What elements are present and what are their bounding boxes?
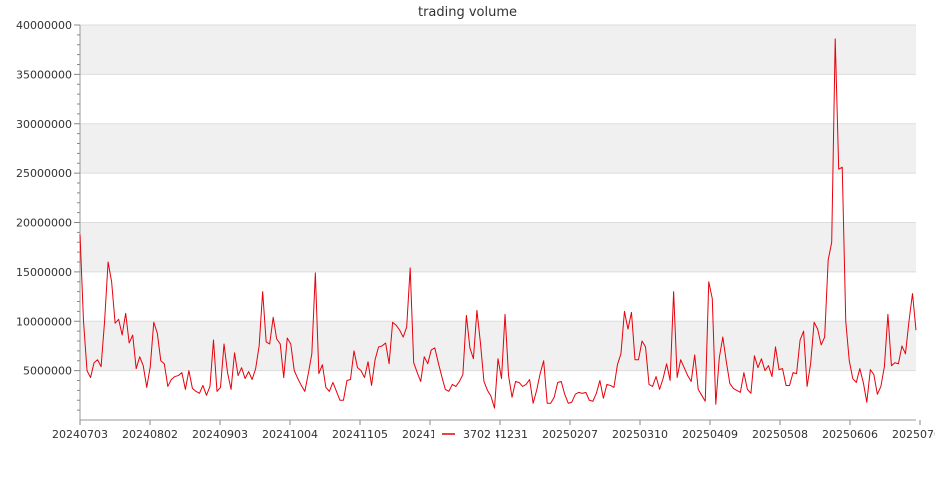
plot-bands bbox=[80, 25, 916, 371]
x-tick-label: 20240903 bbox=[192, 428, 248, 441]
legend: 3702 bbox=[434, 425, 496, 443]
x-tick-label: 20250409 bbox=[682, 428, 738, 441]
y-tick-label: 10000000 bbox=[16, 315, 72, 328]
y-tick-label: 20000000 bbox=[16, 217, 72, 230]
y-tick-label: 30000000 bbox=[16, 118, 72, 131]
y-tick-label: 40000000 bbox=[16, 19, 72, 32]
grid-band bbox=[80, 123, 916, 174]
chart-title: trading volume bbox=[418, 5, 517, 20]
series-layer bbox=[79, 38, 917, 409]
x-tick-label: 20250207 bbox=[542, 428, 598, 441]
y-tick-label: 35000000 bbox=[16, 68, 72, 81]
y-tick-label: 5000000 bbox=[23, 365, 72, 378]
x-tick-label: 20250508 bbox=[752, 428, 808, 441]
legend-label: 3702 bbox=[463, 428, 491, 441]
y-tick-label: 15000000 bbox=[16, 266, 72, 279]
grid-band bbox=[80, 222, 916, 272]
x-tick-label: 20250606 bbox=[822, 428, 878, 441]
grid-lines bbox=[80, 24, 916, 372]
grid-band bbox=[80, 25, 916, 75]
x-tick-label: 20240703 bbox=[52, 428, 108, 441]
x-tick-label: 20241004 bbox=[262, 428, 318, 441]
x-tick-label: 20250703 bbox=[892, 428, 935, 441]
x-tick-label: 20241105 bbox=[332, 428, 388, 441]
series-line-3702 bbox=[79, 38, 917, 409]
x-tick-label: 20250310 bbox=[612, 428, 668, 441]
y-tick-label: 25000000 bbox=[16, 167, 72, 180]
y-axis-ticks: 5000000 10000000 15000000 20000000 25000000 3… bbox=[16, 19, 80, 411]
x-tick-label: 20240802 bbox=[122, 428, 178, 441]
